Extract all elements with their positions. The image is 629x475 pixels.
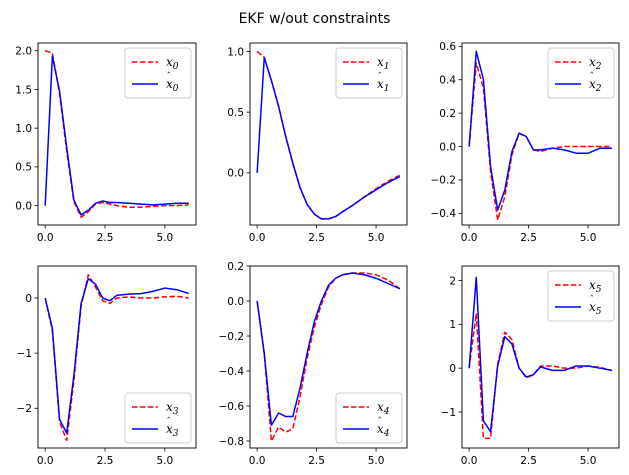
- x-tick-label: 5.0: [368, 232, 385, 244]
- x-tick-label: 0.0: [37, 455, 54, 467]
- x-tick-label: 2.5: [97, 232, 114, 244]
- hat-accent: ˆ: [590, 72, 595, 83]
- y-tick-label: −0.8: [219, 436, 245, 448]
- estimate-line-1: [256, 56, 401, 220]
- estimate-line-0: [44, 55, 189, 216]
- x-tick-label: 5.0: [368, 455, 385, 467]
- x-tick-label: 2.5: [97, 455, 114, 467]
- y-tick-label: 1.0: [15, 123, 32, 135]
- y-tick-label: −2: [17, 403, 32, 415]
- axes-frame: [37, 265, 197, 449]
- hat-accent: ˆ: [378, 417, 383, 428]
- legend-frame: [335, 392, 403, 444]
- hat-accent: ˆ: [167, 417, 172, 428]
- x-tick-label: 0.0: [249, 232, 266, 244]
- y-tick-label: 2.0: [15, 46, 32, 58]
- hat-accent: ˆ: [590, 295, 595, 306]
- x-tick-label: 5.0: [157, 455, 174, 467]
- legend-frame: [124, 392, 192, 444]
- y-tick-label: 0.2: [227, 261, 244, 273]
- x-tick-label: 5.0: [580, 455, 597, 467]
- true-state-line-3: [44, 274, 189, 442]
- estimate-line-3: [44, 277, 190, 434]
- y-tick-label: −0.4: [431, 208, 457, 220]
- hat-accent: ˆ: [378, 72, 383, 83]
- legend-frame: [335, 47, 403, 99]
- axes-frame: [249, 42, 408, 226]
- x-tick-label: 2.5: [520, 232, 537, 244]
- y-tick-label: −0.2: [431, 175, 457, 187]
- axes-frame: [249, 265, 408, 449]
- y-tick-label: 0: [25, 293, 32, 305]
- estimate-line-2: [468, 50, 612, 211]
- x-tick-label: 2.5: [308, 232, 325, 244]
- x-tick-label: 2.5: [308, 455, 325, 467]
- y-tick-label: 1.5: [15, 84, 32, 96]
- y-tick-label: 0: [449, 363, 456, 375]
- y-tick-label: −0.6: [219, 401, 245, 413]
- y-tick-label: 0.0: [227, 296, 244, 308]
- estimate-line-5: [468, 276, 612, 433]
- y-tick-label: 0.5: [15, 162, 32, 174]
- x-tick-label: 5.0: [580, 232, 597, 244]
- x-tick-label: 0.0: [37, 232, 54, 244]
- y-tick-label: 0.4: [439, 75, 456, 87]
- y-tick-label: 0.0: [15, 200, 32, 212]
- legend-frame: [547, 270, 615, 322]
- x-tick-label: 0.0: [461, 455, 478, 467]
- axes-frame: [37, 42, 197, 226]
- y-tick-label: −0.2: [219, 331, 245, 343]
- y-tick-label: 0.5: [227, 107, 244, 119]
- y-tick-label: 2: [449, 275, 456, 287]
- x-tick-label: 2.5: [520, 455, 537, 467]
- y-tick-label: 0.0: [227, 168, 244, 180]
- y-tick-label: 0.2: [439, 108, 456, 120]
- true-state-line-5: [468, 312, 613, 440]
- x-tick-label: 0.0: [249, 455, 266, 467]
- hat-accent: ˆ: [167, 72, 172, 83]
- axes-frame: [461, 42, 620, 226]
- y-tick-label: 1: [449, 319, 456, 331]
- y-tick-label: −1: [17, 348, 32, 360]
- x-tick-label: 0.0: [461, 232, 478, 244]
- legend-frame: [124, 47, 192, 99]
- y-tick-label: −1: [441, 407, 456, 419]
- axes-frame: [461, 265, 620, 449]
- y-tick-label: 1.0: [227, 46, 244, 58]
- y-tick-label: 0.0: [439, 141, 456, 153]
- y-tick-label: −0.4: [219, 366, 245, 378]
- legend-frame: [547, 47, 615, 99]
- figure-suptitle: EKF w/out constraints: [239, 11, 391, 27]
- y-tick-label: 0.6: [439, 41, 456, 53]
- x-tick-label: 5.0: [157, 232, 174, 244]
- true-state-line-4: [256, 272, 401, 442]
- estimate-line-4: [256, 272, 401, 426]
